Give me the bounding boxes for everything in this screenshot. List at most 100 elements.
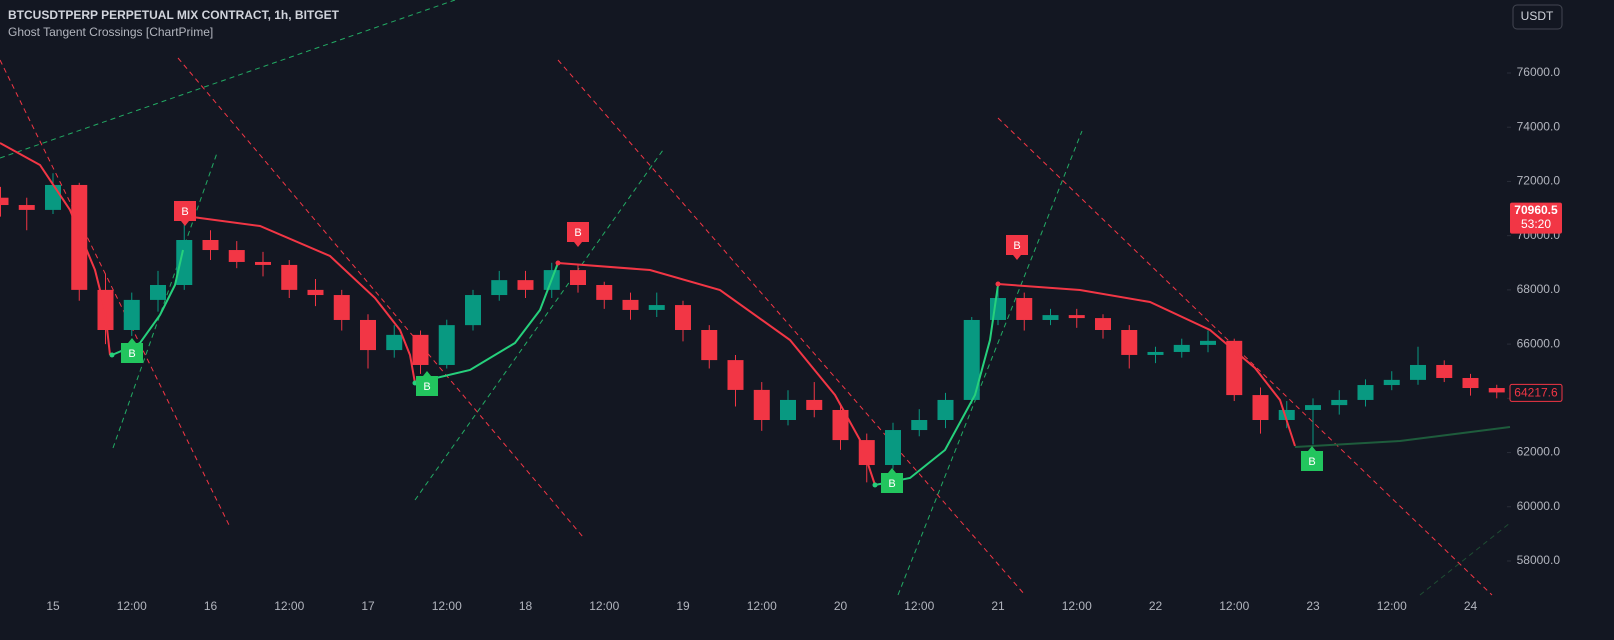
candle-body xyxy=(885,430,901,466)
y-tick-label: 68000.0 xyxy=(1517,282,1561,296)
y-tick-label: 76000.0 xyxy=(1517,65,1561,79)
x-tick-label: 21 xyxy=(991,599,1005,613)
buy-marker xyxy=(416,371,438,396)
y-tick-label: 74000.0 xyxy=(1517,119,1561,133)
candle-body xyxy=(1488,388,1505,393)
candle-body xyxy=(1042,315,1059,320)
candle-body xyxy=(360,319,376,351)
tangent-line xyxy=(557,59,1026,596)
x-tick-label: 12:00 xyxy=(1219,599,1249,613)
x-tick-label: 17 xyxy=(361,599,375,613)
tangent-lines xyxy=(0,0,1511,596)
candle-body xyxy=(1121,330,1138,355)
candle-body xyxy=(727,360,744,390)
candle-body xyxy=(1383,379,1400,386)
candle-body xyxy=(386,334,403,351)
candle-body xyxy=(675,305,691,331)
sell-marker xyxy=(567,222,589,247)
tangent-line xyxy=(112,152,218,449)
candle-body xyxy=(333,295,350,320)
candle-body xyxy=(150,285,166,300)
x-tick-label: 12:00 xyxy=(904,599,934,613)
candle-body xyxy=(1462,377,1479,389)
x-tick-label: 12:00 xyxy=(747,599,777,613)
curve-anchor xyxy=(995,281,1001,287)
candle-body xyxy=(1173,344,1190,352)
currency-button-label[interactable]: USDT xyxy=(1521,9,1554,23)
y-tick-label: 72000.0 xyxy=(1517,174,1561,188)
candle-body xyxy=(491,280,508,296)
x-tick-label: 22 xyxy=(1149,599,1163,613)
candle-body xyxy=(701,330,718,361)
candle-body xyxy=(963,319,980,400)
indicator-title: Ghost Tangent Crossings [ChartPrime] xyxy=(8,25,213,39)
candle-body xyxy=(1436,364,1453,378)
candle-body xyxy=(1331,399,1348,406)
y-tick-label: 60000.0 xyxy=(1517,499,1561,513)
price-tag xyxy=(1510,202,1562,234)
candle-body xyxy=(1095,318,1111,331)
candle-body xyxy=(45,184,61,210)
currency-button[interactable] xyxy=(1512,4,1563,30)
tangent-line xyxy=(177,57,584,538)
candle-body xyxy=(648,305,665,310)
x-tick-label: 20 xyxy=(834,599,848,613)
buy-marker-label: B xyxy=(423,381,430,393)
sell-marker-label: B xyxy=(574,227,581,239)
curve-anchor xyxy=(109,352,115,358)
candle-body xyxy=(176,240,193,286)
candle-body xyxy=(1147,351,1164,355)
sell-marker xyxy=(174,201,196,226)
x-tick-label: 23 xyxy=(1306,599,1320,613)
signal-markers: B B B B B B B xyxy=(121,201,1323,493)
tangent-line xyxy=(1419,522,1511,596)
candle-body xyxy=(202,240,219,251)
x-tick-label: 16 xyxy=(204,599,218,613)
last-price-label: 64217.6 xyxy=(1514,386,1558,400)
axes: 58000.060000.062000.064000.066000.068000… xyxy=(46,65,1563,613)
ghost-curve xyxy=(414,262,559,384)
ghost-curve xyxy=(184,215,416,384)
candle-body xyxy=(71,184,88,290)
curve-anchor xyxy=(872,482,878,488)
ghost-curve xyxy=(0,142,111,356)
candle-body xyxy=(937,399,954,421)
x-tick-label: 15 xyxy=(46,599,60,613)
candle-body xyxy=(1226,340,1243,396)
candle-body xyxy=(1305,405,1321,410)
price-tag-label: 70960.5 xyxy=(1514,203,1558,217)
x-tick-label: 12:00 xyxy=(117,599,147,613)
buy-marker-label: B xyxy=(1308,456,1315,468)
curve-anchor xyxy=(555,260,561,266)
x-tick-label: 12:00 xyxy=(1377,599,1407,613)
candle-body xyxy=(1357,385,1374,400)
tangent-line xyxy=(897,130,1083,596)
buy-marker-label: B xyxy=(128,348,135,360)
sell-marker-label: B xyxy=(181,206,188,218)
symbol-title: BTCUSDTPERP PERPETUAL MIX CONTRACT, 1h, … xyxy=(8,8,340,22)
ghost-curve xyxy=(997,283,1296,447)
candle-body xyxy=(753,389,770,421)
tangent-line xyxy=(0,59,231,528)
candle-body xyxy=(438,325,455,365)
buy-marker-label: B xyxy=(888,478,895,490)
candle-body xyxy=(228,250,245,262)
candle-body xyxy=(0,197,9,206)
candle-body xyxy=(281,264,298,290)
candle-body xyxy=(832,409,849,441)
x-tick-label: 19 xyxy=(676,599,690,613)
buy-marker xyxy=(121,338,143,363)
candle-body xyxy=(570,270,586,286)
candle-body xyxy=(622,299,639,310)
candle-body xyxy=(806,399,823,410)
ghost-curve xyxy=(874,284,999,486)
candle-body xyxy=(1410,364,1426,380)
ghost-curve xyxy=(557,262,876,486)
x-tick-label: 12:00 xyxy=(274,599,304,613)
candle-body xyxy=(596,285,613,300)
x-tick-label: 12:00 xyxy=(1062,599,1092,613)
buy-marker xyxy=(881,468,903,493)
